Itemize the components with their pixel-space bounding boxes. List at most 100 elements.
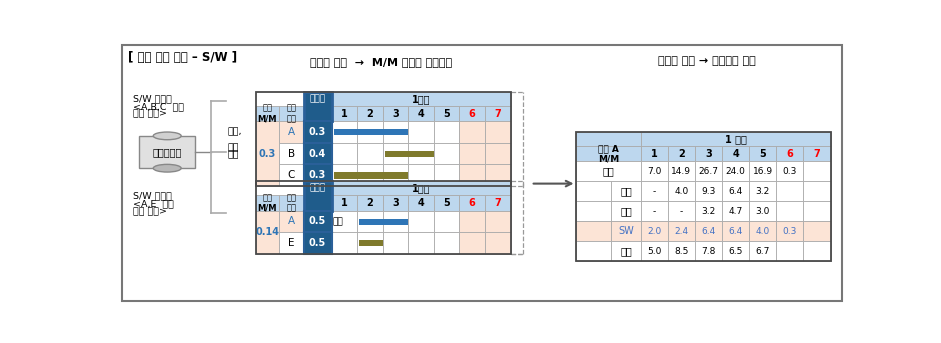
FancyBboxPatch shape: [668, 241, 695, 261]
Text: SW: SW: [618, 226, 634, 236]
FancyBboxPatch shape: [722, 146, 749, 161]
FancyBboxPatch shape: [577, 201, 612, 221]
FancyBboxPatch shape: [695, 221, 722, 241]
FancyBboxPatch shape: [357, 106, 383, 121]
Text: 참여율 명시  →  M/M 시스템 자동계산: 참여율 명시 → M/M 시스템 자동계산: [311, 57, 453, 67]
FancyBboxPatch shape: [434, 211, 459, 232]
Text: 6.4: 6.4: [728, 187, 742, 196]
FancyBboxPatch shape: [804, 241, 831, 261]
FancyBboxPatch shape: [641, 132, 831, 146]
FancyBboxPatch shape: [279, 164, 304, 186]
FancyBboxPatch shape: [695, 161, 722, 181]
FancyBboxPatch shape: [641, 241, 668, 261]
Text: 26.7: 26.7: [698, 167, 719, 176]
Ellipse shape: [153, 132, 182, 140]
Text: 3.2: 3.2: [701, 207, 716, 216]
Text: 6.5: 6.5: [728, 247, 742, 256]
Ellipse shape: [153, 164, 182, 172]
FancyBboxPatch shape: [577, 181, 612, 201]
Text: 5.0: 5.0: [647, 247, 662, 256]
Text: 동시 참여>: 동시 참여>: [133, 207, 167, 216]
FancyBboxPatch shape: [804, 181, 831, 201]
Text: B: B: [288, 149, 295, 158]
Text: A: A: [288, 127, 295, 137]
FancyBboxPatch shape: [459, 164, 485, 186]
Text: 참여
과제: 참여 과제: [286, 104, 296, 123]
FancyBboxPatch shape: [641, 221, 668, 241]
FancyBboxPatch shape: [485, 232, 511, 254]
FancyBboxPatch shape: [612, 181, 641, 201]
Text: 0.3: 0.3: [259, 149, 276, 158]
FancyBboxPatch shape: [695, 241, 722, 261]
Text: 2.0: 2.0: [647, 227, 662, 236]
FancyBboxPatch shape: [279, 121, 304, 143]
FancyBboxPatch shape: [331, 195, 357, 211]
Text: 7: 7: [494, 198, 502, 208]
FancyBboxPatch shape: [408, 121, 434, 143]
FancyBboxPatch shape: [304, 164, 331, 186]
Text: 3: 3: [392, 108, 399, 119]
FancyBboxPatch shape: [776, 201, 804, 221]
FancyBboxPatch shape: [304, 143, 331, 164]
FancyBboxPatch shape: [459, 211, 485, 232]
Text: 4: 4: [418, 198, 424, 208]
FancyBboxPatch shape: [434, 195, 459, 211]
FancyBboxPatch shape: [279, 232, 304, 254]
Text: 1주차: 1주차: [412, 183, 430, 193]
Text: 기구: 기구: [620, 186, 632, 196]
Text: 참여율: 참여율: [310, 94, 326, 103]
Text: 2: 2: [678, 149, 685, 158]
Text: -: -: [653, 207, 656, 216]
Text: 5: 5: [443, 198, 450, 208]
Text: 4: 4: [732, 149, 739, 158]
Text: 1 주차: 1 주차: [725, 134, 746, 144]
FancyBboxPatch shape: [485, 211, 511, 232]
FancyBboxPatch shape: [722, 221, 749, 241]
FancyBboxPatch shape: [695, 181, 722, 201]
Text: 기능별 산출 → 과제단위 집계: 기능별 산출 → 과제단위 집계: [658, 56, 756, 66]
Text: 4.0: 4.0: [756, 227, 770, 236]
FancyBboxPatch shape: [485, 121, 511, 143]
FancyBboxPatch shape: [485, 143, 511, 164]
Text: -: -: [653, 187, 656, 196]
Text: 동시 참여>: 동시 참여>: [133, 110, 167, 119]
Text: 1주차: 1주차: [412, 94, 430, 104]
FancyBboxPatch shape: [434, 106, 459, 121]
Text: E: E: [288, 238, 295, 248]
FancyBboxPatch shape: [776, 161, 804, 181]
FancyBboxPatch shape: [695, 146, 722, 161]
Text: 0.3: 0.3: [309, 170, 327, 180]
FancyBboxPatch shape: [577, 161, 641, 181]
Text: 기타: 기타: [620, 246, 632, 256]
FancyBboxPatch shape: [331, 164, 357, 186]
Text: 0.3: 0.3: [783, 167, 797, 176]
FancyBboxPatch shape: [722, 161, 749, 181]
FancyBboxPatch shape: [722, 241, 749, 261]
FancyBboxPatch shape: [749, 201, 776, 221]
Text: 잔업,: 잔업,: [228, 128, 242, 137]
FancyBboxPatch shape: [334, 129, 408, 135]
FancyBboxPatch shape: [279, 211, 304, 232]
FancyBboxPatch shape: [383, 195, 408, 211]
Text: 반영: 반영: [228, 151, 239, 159]
FancyBboxPatch shape: [434, 143, 459, 164]
Text: [ 자동 산출 사례 – S/W ]: [ 자동 산출 사례 – S/W ]: [129, 51, 237, 64]
FancyBboxPatch shape: [722, 201, 749, 221]
FancyBboxPatch shape: [408, 164, 434, 186]
FancyBboxPatch shape: [357, 143, 383, 164]
FancyBboxPatch shape: [749, 161, 776, 181]
FancyBboxPatch shape: [612, 221, 641, 241]
FancyBboxPatch shape: [256, 106, 279, 121]
FancyBboxPatch shape: [359, 240, 383, 246]
FancyBboxPatch shape: [612, 241, 641, 261]
FancyBboxPatch shape: [331, 106, 357, 121]
FancyBboxPatch shape: [749, 221, 776, 241]
Text: 6: 6: [469, 108, 475, 119]
FancyBboxPatch shape: [331, 143, 357, 164]
Text: 8.5: 8.5: [675, 247, 689, 256]
Text: 3: 3: [392, 198, 399, 208]
Text: 6.7: 6.7: [756, 247, 770, 256]
FancyBboxPatch shape: [385, 151, 434, 157]
FancyBboxPatch shape: [383, 211, 408, 232]
FancyBboxPatch shape: [331, 232, 357, 254]
